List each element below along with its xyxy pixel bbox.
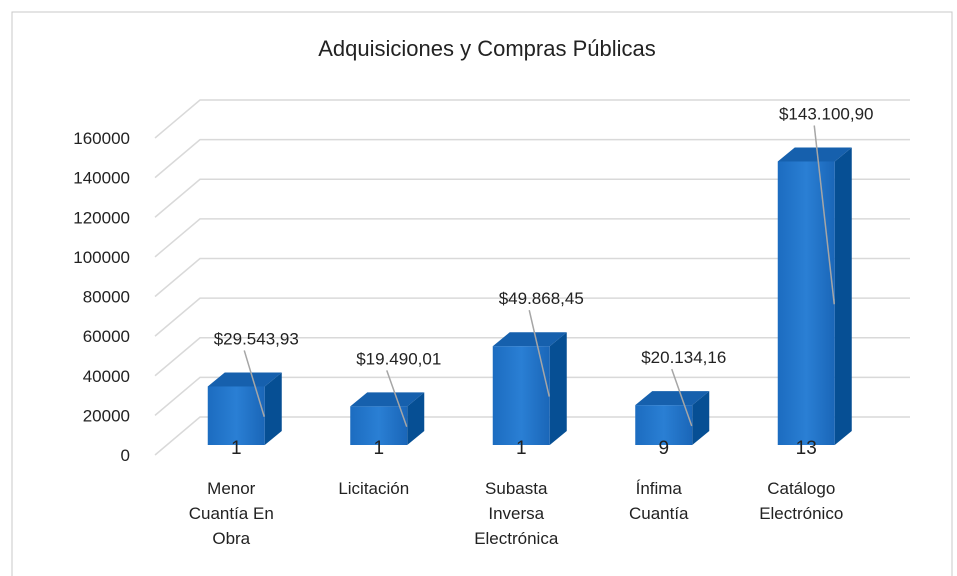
bar-top [207,372,282,387]
bar-side [692,391,710,445]
x-tick-label: Obra [212,529,250,548]
x-tick-label: Electrónico [759,504,843,523]
leader-line [243,350,265,417]
value-label: $49.868,45 [499,289,584,308]
bar [635,391,710,445]
bar-front [207,386,265,445]
y-tick-label: 160000 [73,129,130,148]
value-label: $29.543,93 [214,329,299,348]
x-tick-label: Cuantía [629,504,689,523]
bar-front [777,161,835,446]
y-tick-label: 100000 [73,248,130,267]
grid-line [154,99,910,139]
bar [492,332,567,445]
grid-line [154,257,910,298]
bar-front [350,406,408,445]
x-tick-label: Catálogo [767,479,835,498]
bar-count: 1 [373,438,384,459]
bar-front [635,405,693,445]
leader-line [386,370,408,427]
x-tick-label: Ínfima [636,479,683,498]
y-tick-label: 120000 [73,208,130,227]
y-tick-label: 40000 [83,367,130,386]
leader-line [671,368,693,427]
bar-top [350,392,425,407]
grid-line [154,178,910,218]
value-label: $20.134,16 [641,348,726,367]
leader-line [528,310,550,397]
bar [777,147,852,446]
bar-count: 13 [796,438,817,459]
y-tick-label: 20000 [83,406,130,425]
bar-count: 1 [231,438,242,459]
x-tick-label: Subasta [485,479,548,498]
bar-front [492,346,550,445]
x-tick-label: Inversa [488,504,544,523]
bar-side [407,392,425,445]
y-tick-label: 0 [121,446,130,465]
x-tick-label: Licitación [338,479,409,498]
bar-side [264,372,282,445]
grid-line [154,218,910,258]
y-tick-label: 60000 [83,327,130,346]
value-label: $143.100,90 [779,104,874,123]
bar-top [777,147,852,162]
leader-line [813,125,835,305]
bar [207,372,282,445]
bar-side [549,332,567,445]
bar-count: 9 [658,438,669,459]
x-tick-label: Cuantía En [189,504,274,523]
value-label: $19.490,01 [356,349,441,368]
x-tick-label: Electrónica [474,529,559,548]
chart-title: Adquisiciones y Compras Públicas [318,36,656,61]
grid-line [154,138,910,179]
bar [350,392,425,445]
bar-side [834,147,852,446]
y-tick-label: 80000 [83,288,130,307]
y-tick-label: 140000 [73,169,130,188]
bar-top [492,332,567,347]
x-tick-label: Menor [207,479,256,498]
bar-top [635,391,710,406]
grid-line [154,376,910,416]
bar-count: 1 [516,438,527,459]
grid-line [154,297,910,337]
grid-line [154,337,910,377]
